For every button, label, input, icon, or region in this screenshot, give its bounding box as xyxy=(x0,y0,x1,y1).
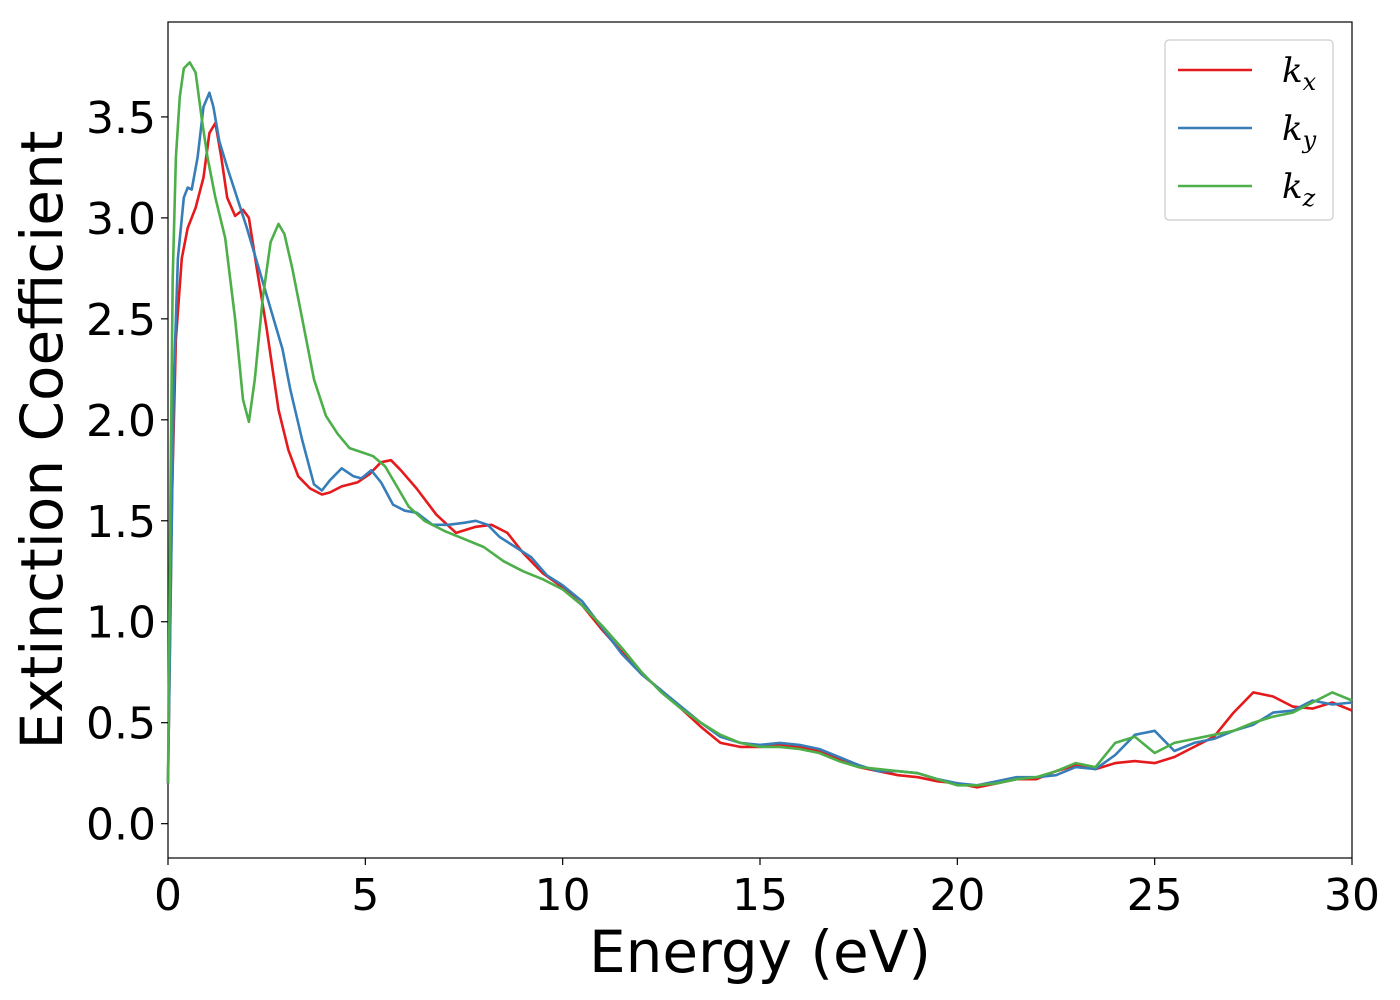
y-tick-label: 0.5 xyxy=(86,699,156,750)
y-axis-ticks: 0.0 0.5 1.0 1.5 2.0 2.5 3.0 3.5 xyxy=(86,93,168,851)
legend-label-kx: kx xyxy=(1282,51,1317,96)
legend-label-ky: ky xyxy=(1282,109,1317,154)
x-tick-label: 15 xyxy=(732,870,788,921)
x-tick-label: 25 xyxy=(1127,870,1183,921)
x-tick-label: 5 xyxy=(351,870,379,921)
series-lines xyxy=(166,61,1353,789)
x-tick-label: 30 xyxy=(1324,870,1380,921)
legend-label-kz: kz xyxy=(1282,167,1316,212)
y-tick-label: 1.0 xyxy=(86,598,156,649)
x-tick-label: 0 xyxy=(154,870,182,921)
series-line-ky xyxy=(166,91,1353,787)
legend-box xyxy=(1164,39,1334,221)
y-tick-label: 1.5 xyxy=(86,497,156,548)
y-tick-label: 3.0 xyxy=(86,194,156,245)
x-tick-label: 10 xyxy=(535,870,591,921)
series-line-kz xyxy=(166,61,1353,787)
x-tick-label: 20 xyxy=(929,870,985,921)
legend: kx ky kz xyxy=(1164,39,1334,221)
x-axis-ticks: 0 5 10 15 20 25 30 xyxy=(154,858,1380,921)
y-axis-title: Extinction Coefficient xyxy=(8,131,76,750)
y-tick-label: 2.0 xyxy=(86,396,156,447)
plot-frame xyxy=(167,21,1353,859)
x-axis-title: Energy (eV) xyxy=(589,918,931,986)
y-tick-label: 2.5 xyxy=(86,295,156,346)
y-tick-label: 0.0 xyxy=(86,800,156,851)
y-tick-label: 3.5 xyxy=(86,93,156,144)
